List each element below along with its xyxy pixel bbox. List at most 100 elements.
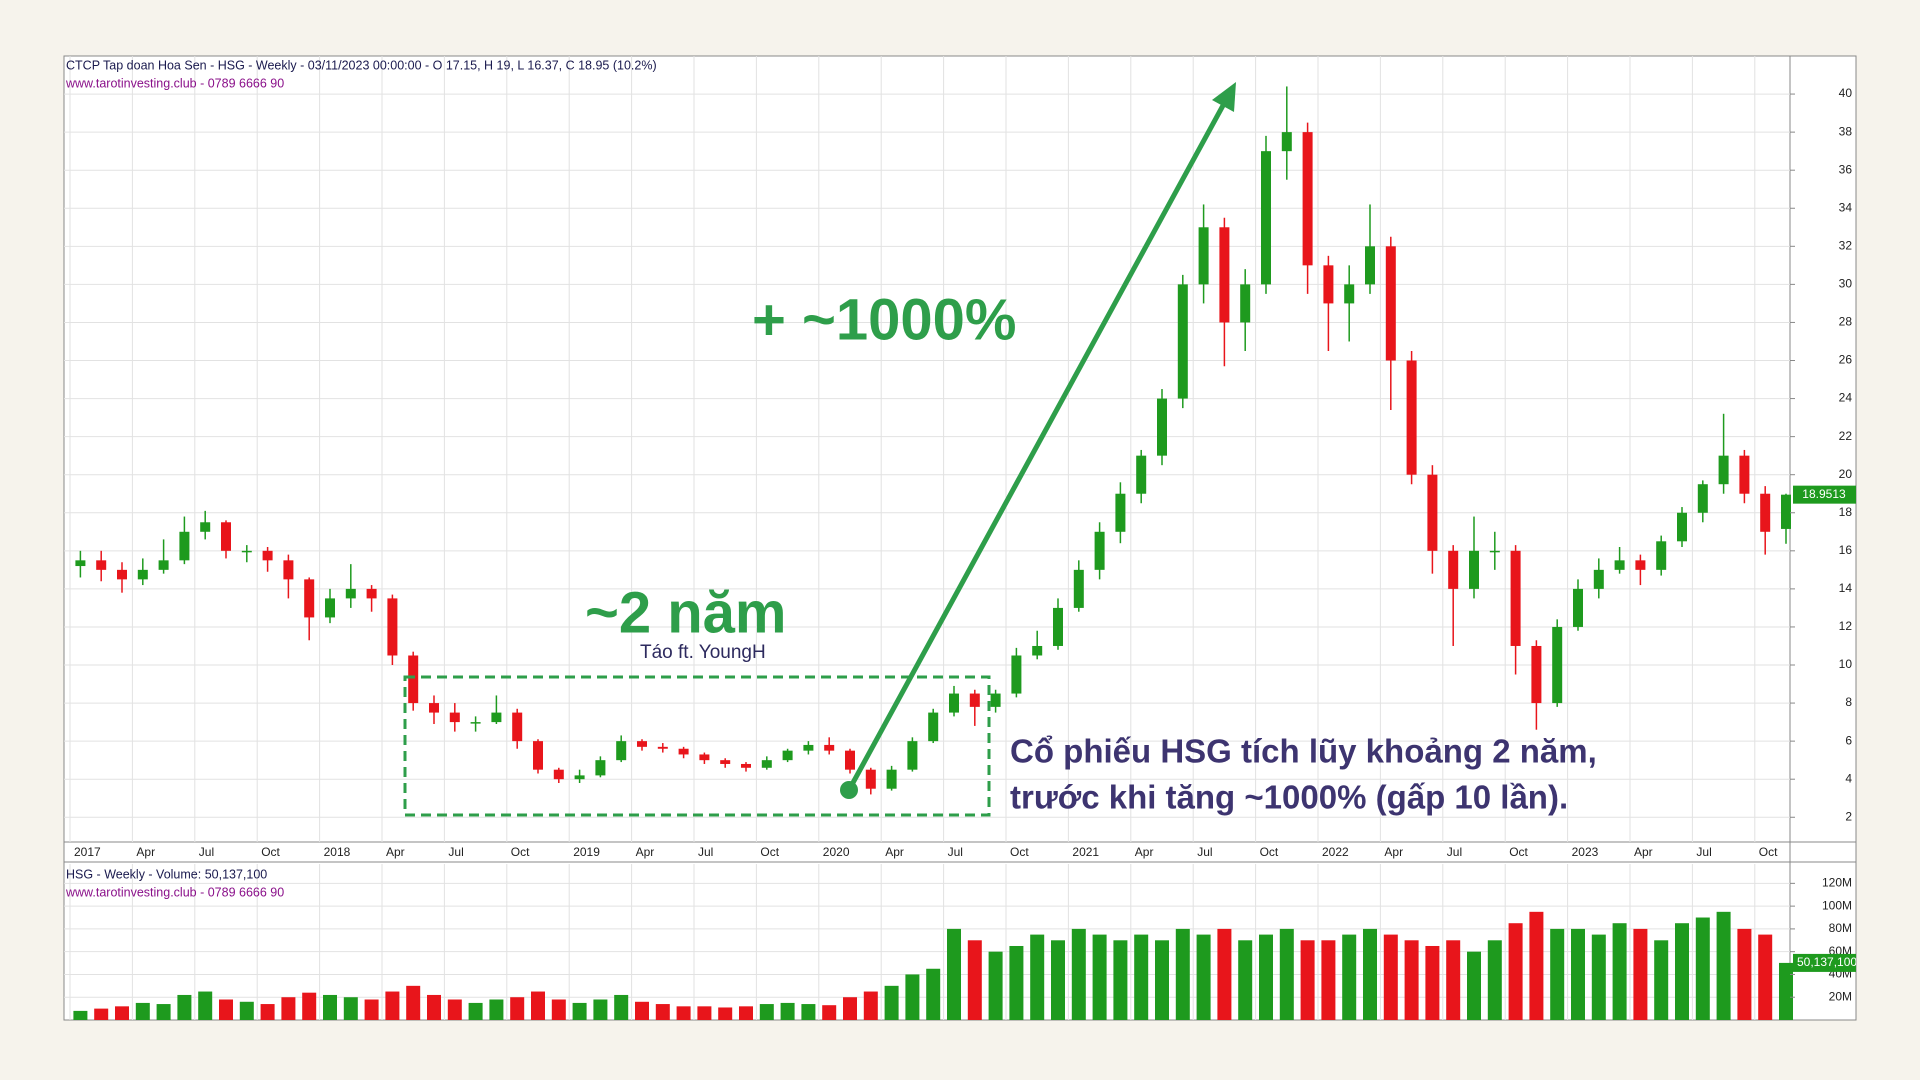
annotation: ~2 năm <box>585 580 787 645</box>
volume-bar <box>676 1006 691 1020</box>
volume-title: HSG - Weekly - Volume: 50,137,100 <box>66 867 267 881</box>
volume-bar <box>1571 928 1585 1020</box>
volume-bar <box>905 974 920 1020</box>
volume-bar <box>1009 945 1024 1020</box>
candle-body <box>1323 265 1334 304</box>
candle-body <box>387 598 398 656</box>
volume-bar <box>1779 962 1793 1020</box>
volume-bar <box>1695 917 1710 1020</box>
volume-bar <box>364 999 379 1020</box>
candle-body <box>949 693 959 713</box>
volume-bar <box>510 997 525 1020</box>
y-tick-label: 38 <box>1839 124 1853 138</box>
volume-bar <box>1155 940 1169 1020</box>
annotation: + ~1000% <box>752 287 1016 352</box>
candle-body <box>1781 494 1791 529</box>
candle-body <box>75 560 86 567</box>
candle-body <box>221 522 231 551</box>
volume-bar <box>822 1005 837 1020</box>
candle-body <box>741 763 751 768</box>
candle-body <box>1614 560 1625 570</box>
candle-body <box>1177 284 1188 399</box>
volume-bar <box>1051 940 1065 1020</box>
candle-body <box>1677 512 1687 542</box>
candle-body <box>1365 246 1375 285</box>
x-tick-label: Apr <box>1634 845 1653 859</box>
y-tick-label: 36 <box>1839 162 1853 176</box>
candle-body <box>990 693 1001 707</box>
volume-bar <box>1238 940 1253 1020</box>
y-tick-label: 40 <box>1839 86 1853 100</box>
chart-title: CTCP Tap doan Hoa Sen - HSG - Weekly - 0… <box>66 58 657 72</box>
y-tick-label: 6 <box>1845 733 1852 747</box>
candle-body <box>179 531 190 561</box>
volume-subtitle: www.tarotinvesting.club - 0789 6666 90 <box>65 885 284 899</box>
x-tick-label: 2018 <box>324 845 351 859</box>
volume-bar <box>1134 934 1149 1020</box>
volume-bar <box>635 1001 649 1020</box>
y-tick-label: 20M <box>1829 989 1852 1003</box>
candle-body <box>1697 484 1708 513</box>
arrow <box>846 98 1229 792</box>
y-tick-label: 120M <box>1822 876 1852 890</box>
candle-body <box>907 741 918 770</box>
y-tick-label: 80M <box>1829 921 1852 935</box>
y-tick-label: 22 <box>1839 429 1853 443</box>
volume-bar <box>302 992 317 1020</box>
volume-bar <box>343 997 358 1020</box>
candle-body <box>200 522 211 532</box>
volume-bar <box>988 951 1003 1020</box>
candle-body <box>262 550 273 561</box>
candle-body <box>408 655 419 704</box>
volume-bar <box>572 1002 587 1020</box>
candle-body <box>1573 588 1583 627</box>
candle-body <box>865 769 876 789</box>
volume-bar <box>967 940 982 1020</box>
x-tick-label: Jul <box>199 845 214 859</box>
candle-body <box>158 560 169 570</box>
candle-body <box>1718 455 1729 485</box>
volume-bar <box>1467 951 1481 1020</box>
volume-bar <box>1508 923 1523 1020</box>
candle-body <box>1469 550 1479 589</box>
candle-body <box>1427 474 1438 551</box>
volume-bar <box>281 997 296 1020</box>
volume-bar <box>468 1002 483 1020</box>
candle-body <box>1053 607 1063 646</box>
candle-body <box>969 693 980 707</box>
candle-body <box>533 741 543 770</box>
last-value-label: 50,137,100 <box>1797 955 1857 969</box>
candle-body <box>595 760 606 776</box>
volume-bar <box>1092 934 1107 1020</box>
volume-bar <box>177 994 192 1020</box>
candle-body <box>1739 455 1750 494</box>
x-tick-label: Oct <box>511 845 530 859</box>
x-tick-label: 2020 <box>823 845 850 859</box>
candle-body <box>470 722 481 724</box>
volume-bar <box>447 999 462 1020</box>
candle-body <box>782 750 793 761</box>
candle-body <box>1302 132 1313 266</box>
candle-body <box>699 754 710 761</box>
volume-bar <box>73 1010 88 1020</box>
volume-bar <box>697 1006 712 1020</box>
candle-body <box>678 748 689 755</box>
volume-bar <box>1404 940 1419 1020</box>
candle-body <box>283 560 294 580</box>
volume-bar <box>1279 928 1294 1020</box>
annotation: Táo ft. YoungH <box>640 642 766 663</box>
volume-bar <box>219 999 233 1020</box>
candle-body <box>1136 455 1147 494</box>
candle-body <box>1198 227 1209 285</box>
volume-bar <box>385 991 400 1020</box>
x-tick-label: Apr <box>885 845 904 859</box>
candle-body <box>325 598 335 618</box>
y-tick-label: 34 <box>1839 200 1853 214</box>
volume-bar <box>1716 911 1731 1020</box>
candle-body <box>1032 645 1043 656</box>
annotation: Cổ phiếu HSG tích lũy khoảng 2 năm, <box>1010 733 1597 770</box>
candle-body <box>1115 493 1126 532</box>
candle-body <box>720 760 731 764</box>
last-value-box <box>1793 953 1856 972</box>
